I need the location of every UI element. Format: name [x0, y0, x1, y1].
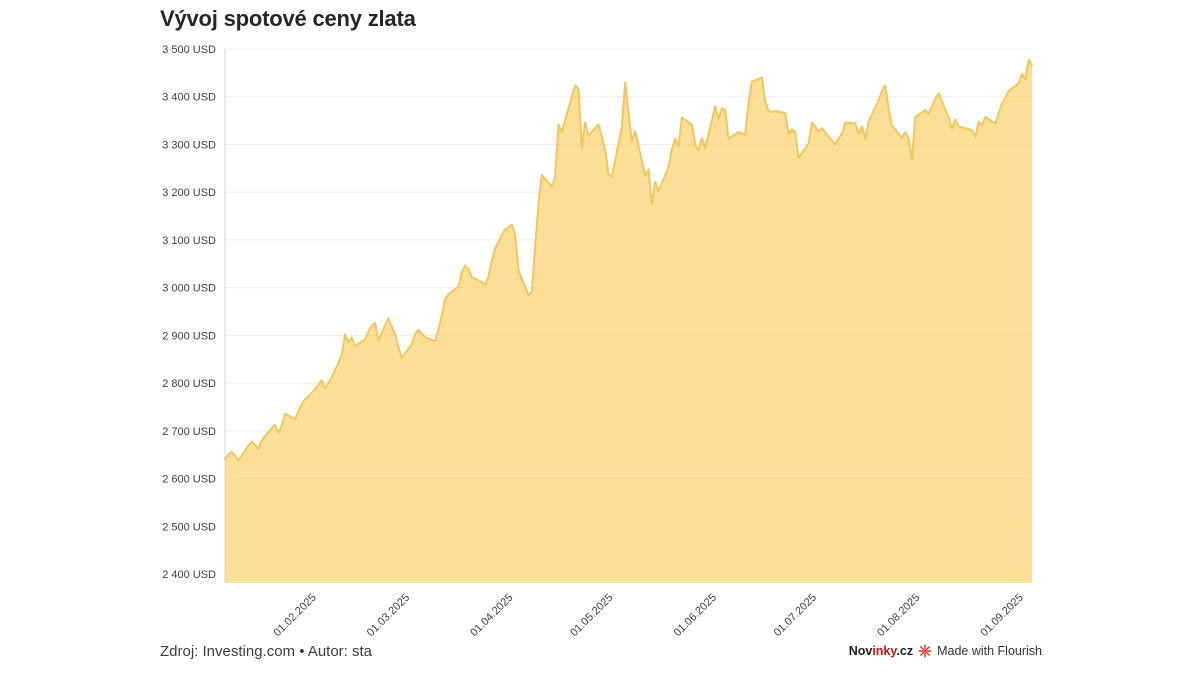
y-axis-tick-label: 2 600 USD: [162, 474, 216, 486]
flourish-attribution[interactable]: Made with Flourish: [937, 644, 1042, 658]
x-axis-tick-label: 01.03.2025: [365, 592, 412, 639]
y-axis-tick-label: 3 000 USD: [162, 283, 216, 295]
gold-price-area-chart: 3 500 USD 3 400 USD 3 300 USD 3 200 USD 3 10…: [162, 44, 1033, 639]
y-axis-tick-label: 3 500 USD: [162, 44, 216, 56]
x-axis-tick-label: 01.02.2025: [271, 592, 318, 639]
y-axis-tick-label: 2 400 USD: [162, 569, 216, 581]
y-axis-tick-label: 2 700 USD: [162, 426, 216, 438]
y-axis-tick-label: 2 500 USD: [162, 521, 216, 533]
x-axis-tick-label: 01.07.2025: [772, 592, 819, 639]
x-axis-tick-label: 01.04.2025: [468, 592, 515, 639]
novinky-logo[interactable]: Novinky.cz: [849, 644, 913, 658]
y-axis-tick-label: 3 400 USD: [162, 92, 216, 104]
gold-price-line: [224, 58, 1033, 462]
x-axis-tick-label: 01.09.2025: [978, 592, 1025, 639]
y-axis-tick-label: 3 100 USD: [162, 235, 216, 247]
y-axis-tick-label: 2 800 USD: [162, 378, 216, 390]
gold-price-area-fill: [225, 59, 1032, 583]
novinky-logo-part2: inky: [872, 644, 897, 658]
flourish-icon: [918, 644, 932, 658]
y-axis-tick-label: 2 900 USD: [162, 330, 216, 342]
novinky-logo-part3: .cz: [896, 644, 914, 658]
x-axis-tick-label: 01.05.2025: [568, 592, 615, 639]
attribution-bar: Novinky.cz Made with Flourish: [849, 644, 1042, 658]
chart-title: Vývoj spotové ceny zlata: [160, 6, 416, 31]
x-axis-tick-label: 01.06.2025: [672, 592, 719, 639]
novinky-logo-part1: Nov: [848, 644, 873, 658]
x-axis-tick-label: 01.08.2025: [875, 592, 922, 639]
y-axis-tick-label: 3 300 USD: [162, 139, 216, 151]
chart-source-credit: Zdroj: Investing.com • Autor: sta: [160, 643, 373, 660]
y-axis-tick-label: 3 200 USD: [162, 187, 216, 199]
